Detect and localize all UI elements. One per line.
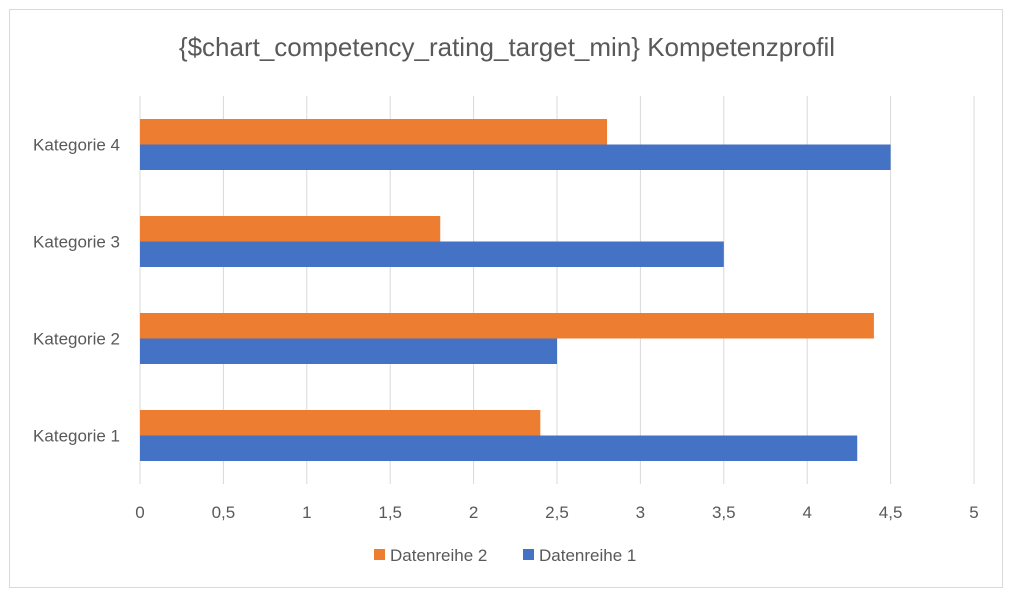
legend-swatch	[374, 549, 385, 560]
x-tick-label: 2	[469, 503, 478, 522]
legend-label: Datenreihe 1	[539, 546, 636, 565]
category-label: Kategorie 1	[33, 427, 120, 446]
x-tick-label: 3,5	[712, 503, 736, 522]
category-label: Kategorie 4	[33, 136, 120, 155]
legend: Datenreihe 2 Datenreihe 1	[374, 546, 636, 565]
x-tick-label: 3	[636, 503, 645, 522]
bar-datenreihe-1	[140, 144, 891, 170]
x-tick-label: 4,5	[879, 503, 903, 522]
bar-datenreihe-2	[140, 410, 541, 436]
legend-label: Datenreihe 2	[390, 546, 487, 565]
x-tick-label: 0,5	[212, 503, 236, 522]
category-label: Kategorie 3	[33, 233, 120, 252]
bar-datenreihe-2	[140, 313, 874, 339]
category-label: Kategorie 2	[33, 330, 120, 349]
x-axis-tick-labels: 0 0,5 1 1,5 2 2,5 3 3,5 4 4,5 5	[135, 503, 978, 522]
category-labels: Kategorie 1 Kategorie 2 Kategorie 3 Kategor…	[33, 136, 120, 446]
chart-area	[9, 9, 1003, 588]
bar-datenreihe-2	[140, 119, 608, 145]
bars	[140, 119, 891, 461]
x-tick-label: 4	[802, 503, 811, 522]
bar-datenreihe-1	[140, 435, 858, 461]
bar-datenreihe-2	[140, 216, 441, 242]
x-tick-label: 1	[302, 503, 311, 522]
x-tick-label: 5	[969, 503, 978, 522]
bar-datenreihe-1	[140, 241, 724, 267]
legend-swatch	[523, 549, 534, 560]
x-tick-label: 1,5	[378, 503, 402, 522]
bar-datenreihe-1	[140, 338, 557, 364]
x-tick-label: 2,5	[545, 503, 569, 522]
chart-title: {$chart_competency_rating_target_min} Ko…	[179, 32, 835, 62]
x-tick-label: 0	[135, 503, 144, 522]
